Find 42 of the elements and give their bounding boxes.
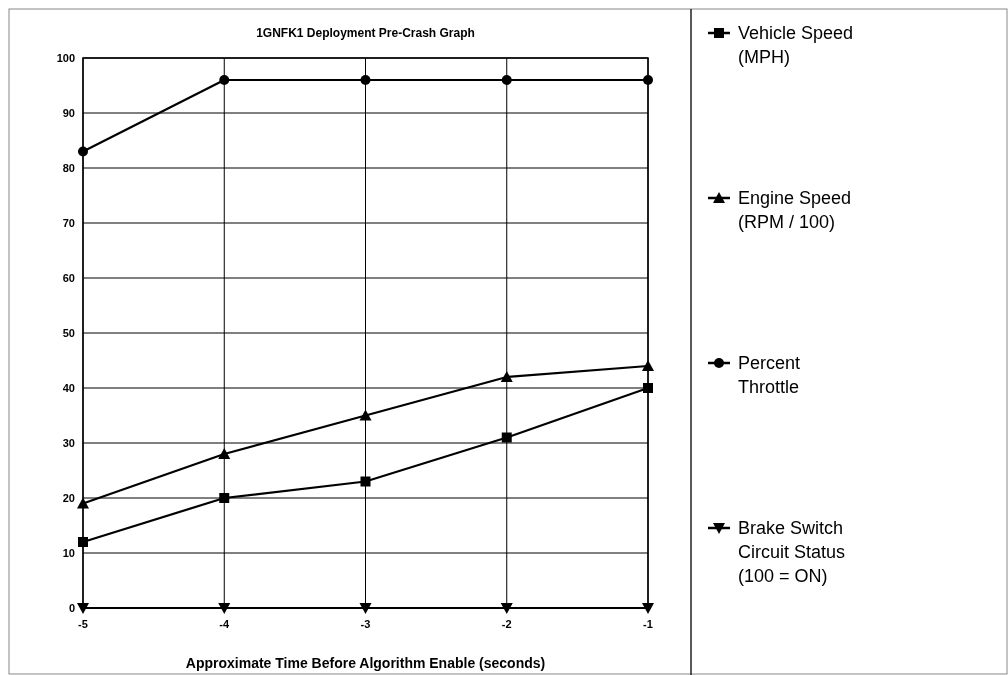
y-tick-label: 50 <box>62 327 75 339</box>
point <box>78 146 88 157</box>
point <box>642 360 654 371</box>
legend-label: Engine Speed (RPM / 100) <box>738 188 852 232</box>
legend-label: Brake Switch Circuit Status (100 = ON) <box>738 518 846 586</box>
point <box>359 603 372 614</box>
legend-label: Vehicle Speed (MPH) <box>738 23 854 67</box>
point <box>218 448 231 459</box>
y-tick-label: 30 <box>62 437 75 449</box>
point <box>643 75 653 85</box>
legend-label: Percent Throttle <box>738 353 801 397</box>
x-tick-label: -4 <box>219 618 231 630</box>
point <box>642 603 654 614</box>
point <box>77 603 89 614</box>
x-tick-label: -3 <box>360 618 371 630</box>
point <box>77 497 89 509</box>
point <box>501 432 512 443</box>
point <box>500 603 513 614</box>
y-tick-label: 40 <box>62 382 75 394</box>
x-axis-title: Approximate Time Before Algorithm Enable (seconds) <box>185 655 546 671</box>
y-tick-label: 10 <box>62 547 75 559</box>
y-tick-label: 20 <box>62 492 75 504</box>
point <box>643 383 653 393</box>
point <box>360 75 371 85</box>
y-tick-label: 90 <box>62 107 75 119</box>
x-tick-label: -1 <box>643 618 653 630</box>
y-tick-label: 60 <box>62 272 75 284</box>
point <box>78 537 88 547</box>
point <box>219 75 230 85</box>
x-tick-label: -5 <box>78 618 88 630</box>
y-tick-label: 0 <box>68 602 75 614</box>
y-tick-label: 80 <box>62 162 75 174</box>
y-tick-label: 100 <box>56 52 75 64</box>
chart-title: 1GNFK1 Deployment Pre-Crash Graph <box>256 26 475 40</box>
point <box>359 409 372 421</box>
point <box>500 371 513 382</box>
x-tick-label: -2 <box>501 618 512 630</box>
point <box>219 493 230 503</box>
y-tick-label: 70 <box>62 217 75 229</box>
point <box>218 603 231 614</box>
point <box>501 75 512 85</box>
point <box>360 476 371 487</box>
